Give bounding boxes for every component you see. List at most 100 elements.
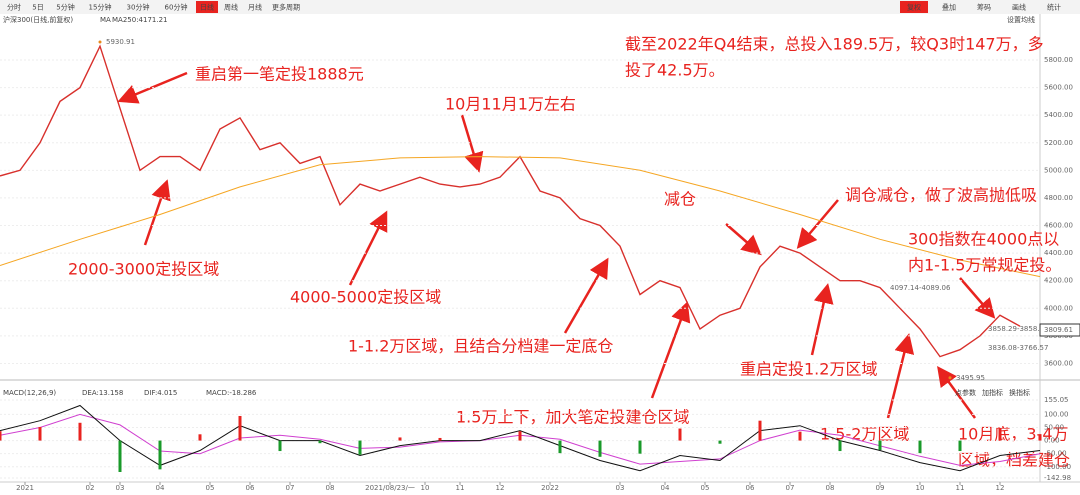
macd-bar	[318, 440, 322, 444]
x-tick-label: 2021/08/23/一	[365, 484, 415, 492]
annotation: 减仓	[664, 190, 696, 209]
x-tick-label: 07	[786, 484, 795, 492]
annotation: 重启第一笔定投1888元	[195, 65, 364, 84]
x-tick-label: 12	[496, 484, 505, 492]
tool-tab[interactable]: 筹码	[977, 3, 991, 12]
annotation: 截至2022年Q4结束，总投入189.5万，较Q3时147万，多	[625, 35, 1044, 54]
toolbar	[0, 0, 1080, 14]
macd-bar	[878, 440, 882, 451]
x-tick-label: 04	[661, 484, 670, 492]
macd-bar	[638, 440, 642, 454]
x-tick-label: 02	[86, 484, 95, 492]
macd-bar	[918, 440, 922, 454]
y-tick-label: 4200.00	[1044, 277, 1073, 285]
x-tick-label: 11	[456, 484, 465, 492]
macd-bar	[158, 440, 162, 470]
range-label: 3858.29-3858.76	[988, 325, 1049, 333]
macd-button[interactable]: 点参数	[955, 388, 976, 397]
y-tick-label: 50.00	[1044, 423, 1064, 431]
x-tick-label: 10	[916, 484, 925, 492]
x-tick-label: 06	[746, 484, 755, 492]
tool-tab[interactable]: 复权	[907, 3, 921, 12]
y-tick-label: 0.00	[1044, 437, 1060, 445]
annotation: 300指数在4000点以	[908, 230, 1059, 249]
macd-bar	[198, 434, 202, 441]
y-tick-label: 4600.00	[1044, 222, 1073, 230]
annotation: 1.5-2万区域	[820, 425, 909, 444]
y-tick-label: 4400.00	[1044, 249, 1073, 257]
period-tab[interactable]: 5分钟	[56, 3, 74, 12]
range-label: 4097.14-4089.06	[890, 284, 951, 292]
period-tab[interactable]: 日线	[200, 3, 214, 12]
annotation: 调仓减仓，做了波高抛低吸	[845, 186, 1037, 205]
series-line	[0, 156, 1041, 278]
x-tick-label: 11	[956, 484, 965, 492]
macd-bar	[118, 440, 122, 472]
y-tick-label: 155.05	[1044, 396, 1069, 404]
macd-bar	[598, 440, 602, 457]
x-tick-label: 09	[876, 484, 885, 492]
point-label: 5930.91	[106, 38, 135, 46]
x-tick-label: 07	[286, 484, 295, 492]
x-tick-label: 10	[421, 484, 430, 492]
macd-bar	[278, 440, 282, 452]
annotation: 区域，档差建仓	[958, 451, 1070, 470]
legend-entry: DEA:13.158	[82, 389, 123, 397]
tool-tab[interactable]: 画线	[1012, 3, 1026, 12]
active-tab	[196, 1, 218, 13]
annotation: 内1-1.5万常规定投。	[908, 256, 1061, 275]
macd-bar	[438, 437, 442, 441]
y-tick-label: 5000.00	[1044, 166, 1073, 174]
period-tab[interactable]: 5日	[32, 4, 43, 12]
period-tab[interactable]: 30分钟	[127, 3, 150, 12]
x-tick-label: 04	[156, 484, 165, 492]
point-label: 3495.95	[956, 374, 985, 382]
settings[interactable]: 设置均线	[1007, 15, 1035, 24]
last-price: 3809.61	[1044, 326, 1073, 334]
period-tab[interactable]: 更多周期	[272, 3, 300, 12]
legend-entry: DIF:4.015	[144, 389, 177, 397]
macd-bar	[358, 440, 362, 455]
legend-entry: MA250:4171.21	[112, 16, 168, 24]
macd-bar	[718, 440, 722, 444]
macd-button[interactable]: 换指标	[1009, 388, 1030, 397]
y-tick-label: -100.00	[1044, 463, 1071, 471]
y-tick-label: 5600.00	[1044, 84, 1073, 92]
macd-bar	[998, 428, 1002, 441]
legend-entry: MACD:-18.286	[206, 389, 257, 397]
tool-tab[interactable]: 统计	[1047, 3, 1061, 12]
x-tick-label: 03	[616, 484, 625, 492]
series-line	[0, 44, 1021, 358]
period-tab[interactable]: 60分钟	[165, 3, 188, 12]
macd-bar	[0, 431, 2, 441]
price-box	[1039, 323, 1080, 337]
x-tick-label: 12	[996, 484, 1005, 492]
period-tab[interactable]: 分时	[7, 3, 21, 12]
y-tick-label: 4800.00	[1044, 194, 1073, 202]
macd-bar	[1038, 434, 1042, 441]
macd-bar	[78, 422, 82, 441]
macd-button[interactable]: 加指标	[982, 388, 1003, 397]
tool-tab[interactable]: 叠加	[942, 3, 956, 12]
point-marker	[948, 376, 952, 380]
period-tab[interactable]: 月线	[248, 3, 262, 12]
y-tick-label: -50.00	[1044, 450, 1067, 458]
x-tick-label: 03	[116, 484, 125, 492]
x-tick-label: 05	[206, 484, 215, 492]
period-tab[interactable]: 周线	[224, 3, 238, 12]
active-tab	[900, 1, 928, 13]
period-tab[interactable]: 15分钟	[89, 3, 112, 12]
annotation: 投了42.5万。	[625, 61, 725, 80]
y-tick-label: 3600.00	[1044, 359, 1073, 367]
x-tick-label: 2022	[541, 484, 559, 492]
macd-bar	[678, 428, 682, 441]
x-tick-label: 08	[326, 484, 335, 492]
macd-bar	[558, 440, 562, 454]
macd-bar	[238, 415, 242, 441]
y-tick-label: 5800.00	[1044, 56, 1073, 64]
ma-label: MA	[100, 16, 111, 24]
x-tick-label: 2021	[16, 484, 34, 492]
annotation: 4000-5000定投区域	[290, 288, 441, 307]
x-tick-label: 05	[701, 484, 710, 492]
